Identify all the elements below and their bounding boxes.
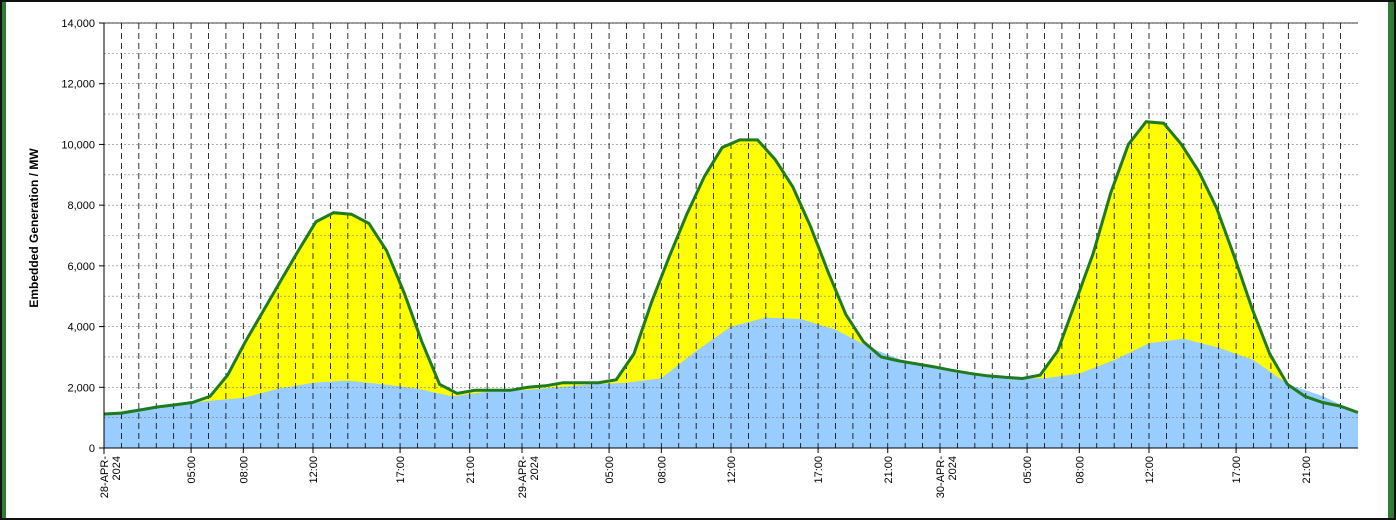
y-tick-label: 6,000	[67, 261, 95, 273]
x-tick-label-line: 21:00	[1301, 456, 1313, 484]
axis-layer: 0 2,000 4,000 6,000 8,000 10,000 12,000 14,000 2…	[61, 18, 1358, 498]
x-tick-label: 05:00	[186, 456, 198, 484]
x-tick-label-line: 12:00	[308, 456, 320, 484]
x-tick-label-line: 05:00	[1022, 456, 1034, 484]
y-axis-label: Embedded Generation / MW	[27, 148, 41, 308]
x-tick-label-line: 05:00	[186, 456, 198, 484]
y-tick-label: 4,000	[67, 322, 95, 334]
x-tick-label-line: 12:00	[726, 456, 738, 484]
x-tick-label-line: 2024	[947, 456, 959, 480]
x-tick-label-line: 28-APR-	[99, 456, 111, 499]
x-tick-label: 08:00	[656, 456, 668, 484]
x-tick-label: 17:00	[813, 456, 825, 484]
x-tick-label: 30-APR-2024	[935, 456, 959, 499]
x-tick-label-line: 08:00	[1074, 456, 1086, 484]
left-border-strip	[2, 2, 6, 518]
x-tick-label: 05:00	[1022, 456, 1034, 484]
x-tick-label: 08:00	[1074, 456, 1086, 484]
y-tick-label: 14,000	[61, 18, 95, 30]
y-tick-label: 8,000	[67, 200, 95, 212]
x-tick-label-line: 29-APR-	[517, 456, 529, 499]
y-tick-label: 2,000	[67, 382, 95, 394]
x-tick-label-line: 17:00	[395, 456, 407, 484]
x-tick-label: 12:00	[308, 456, 320, 484]
x-tick-label: 28-APR-2024	[99, 456, 123, 499]
x-tick-label-line: 30-APR-	[935, 456, 947, 499]
right-border-strip	[1388, 2, 1394, 518]
x-tick-label-line: 2024	[529, 456, 541, 480]
x-tick-label: 21:00	[465, 456, 477, 484]
x-tick-label-line: 21:00	[883, 456, 895, 484]
x-tick-label-line: 05:00	[604, 456, 616, 484]
x-tick-label: 17:00	[1231, 456, 1243, 484]
x-tick-label: 29-APR-2024	[517, 456, 541, 499]
x-tick-label-line: 08:00	[238, 456, 250, 484]
x-tick-label-line: 21:00	[465, 456, 477, 484]
x-tick-label: 08:00	[238, 456, 250, 484]
y-tick-label: 10,000	[61, 139, 95, 151]
x-tick-label: 17:00	[395, 456, 407, 484]
y-tick-label: 0	[89, 443, 95, 455]
x-tick-label: 21:00	[1301, 456, 1313, 484]
x-tick-label-line: 12:00	[1144, 456, 1156, 484]
total-line	[103, 120, 1359, 416]
x-tick-label-line: 08:00	[656, 456, 668, 484]
x-tick-label-line: 2024	[111, 456, 123, 480]
x-tick-label: 12:00	[1144, 456, 1156, 484]
x-tick-label-line: 17:00	[813, 456, 825, 484]
x-tick-label: 12:00	[726, 456, 738, 484]
x-tick-label: 05:00	[604, 456, 616, 484]
x-tick-label: 21:00	[883, 456, 895, 484]
x-tick-label-line: 17:00	[1231, 456, 1243, 484]
y-tick-label: 12,000	[61, 79, 95, 91]
